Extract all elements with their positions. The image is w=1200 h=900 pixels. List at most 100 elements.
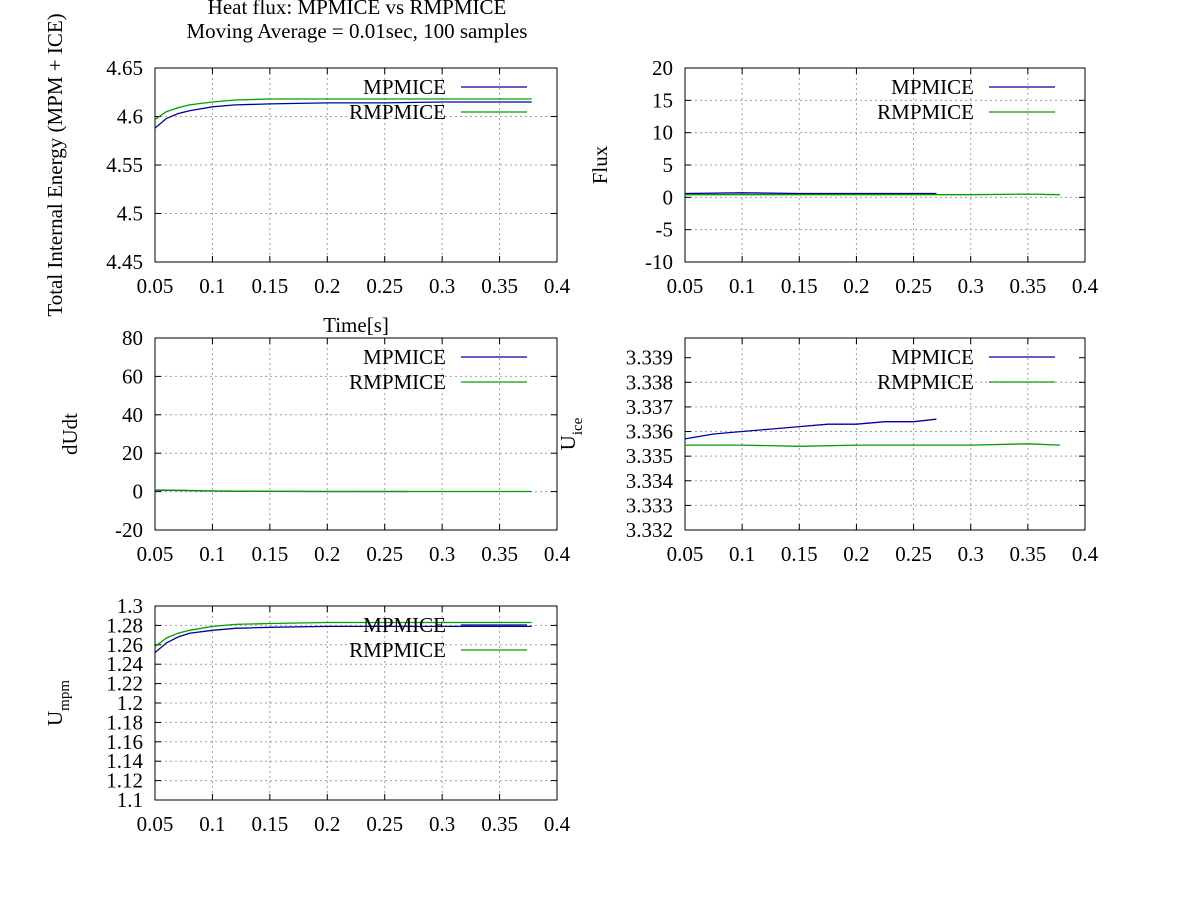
- y-tick-label: -20: [115, 518, 143, 542]
- y-tick-label: 0: [663, 185, 674, 209]
- y-tick-label: 60: [122, 364, 143, 388]
- x-tick-label: 0.15: [251, 812, 288, 836]
- series-line-rmpmice: [685, 443, 1060, 447]
- y-tick-label: 1.1: [117, 788, 143, 812]
- y-tick-label: 3.334: [626, 469, 674, 493]
- y-tick-label: 1.18: [106, 710, 143, 734]
- x-tick-label: 0.1: [199, 274, 225, 298]
- y-tick-label: 1.26: [106, 633, 143, 657]
- x-tick-label: 0.3: [958, 542, 984, 566]
- x-tick-label: 0.25: [366, 542, 403, 566]
- plot-frame: [154, 337, 558, 531]
- x-tick-label: 0.25: [366, 274, 403, 298]
- y-tick-label: 3.335: [626, 444, 673, 468]
- x-tick-label: 0.4: [1072, 542, 1099, 566]
- plot-frame: [684, 337, 1086, 531]
- x-tick-label: 0.05: [667, 274, 704, 298]
- y-tick-label: 3.338: [626, 370, 673, 394]
- chart-panel-3: 0.05 0.1 0.15 0.2 0.25 0.3 0.35 0.4 -20 0 20 40 60 80…: [58, 326, 571, 566]
- y-tick-label: -10: [645, 250, 673, 274]
- series-line-rmpmice: [685, 193, 1060, 196]
- y-tick-label: 80: [122, 326, 143, 350]
- series-line-mpmice: [154, 101, 532, 129]
- x-tick-label: 0.35: [481, 812, 518, 836]
- y-tick-label: 10: [652, 121, 673, 145]
- series-line-mpmice: [154, 625, 532, 654]
- x-tick-label: 0.1: [199, 812, 225, 836]
- x-tick-label: 0.15: [251, 542, 288, 566]
- series-line-mpmice: [684, 418, 937, 440]
- legend-label-mpmice: MPMICE: [363, 75, 446, 99]
- x-tick-label: 0.35: [481, 542, 518, 566]
- chart-panel-1: 0.05 0.1 0.15 0.2 0.25 0.3 0.35 0.4 4.45 4.5 4.55 4…: [43, 13, 571, 337]
- y-tick-label: 3.332: [626, 518, 673, 542]
- y-tick-label: 1.12: [106, 769, 143, 793]
- y-tick-label: 4.65: [106, 56, 143, 80]
- x-tick-label: 0.4: [544, 542, 571, 566]
- y-tick-label: -5: [656, 218, 674, 242]
- y-axis-label: Umpm: [43, 680, 73, 726]
- plot-frame: [154, 605, 558, 801]
- x-axis-label: Time[s]: [323, 313, 389, 337]
- y-tick-label: 20: [122, 441, 143, 465]
- y-tick-label: 1.16: [106, 730, 143, 754]
- x-tick-label: 0.25: [895, 542, 932, 566]
- x-tick-label: 0.05: [137, 274, 174, 298]
- plot-frame: [154, 67, 558, 263]
- x-tick-label: 0.1: [729, 542, 755, 566]
- y-tick-label: 20: [652, 56, 673, 80]
- y-tick-label: 40: [122, 403, 143, 427]
- series-line-mpmice: [684, 192, 937, 195]
- series-line-rmpmice: [154, 489, 532, 493]
- x-tick-label: 0.15: [781, 274, 818, 298]
- x-tick-label: 0.3: [429, 542, 455, 566]
- x-tick-label: 0.2: [314, 542, 340, 566]
- y-tick-label: 1.22: [106, 672, 143, 696]
- figure-title: Heat flux: MPMICE vs RMPMICE: [208, 0, 507, 19]
- x-tick-label: 0.4: [544, 812, 571, 836]
- y-tick-label: 4.6: [117, 105, 143, 129]
- x-tick-label: 0.3: [958, 274, 984, 298]
- y-axis-label: Total Internal Energy (MPM + ICE): [43, 13, 67, 316]
- x-tick-label: 0.1: [199, 542, 225, 566]
- legend-label-rmpmice: RMPMICE: [349, 100, 446, 124]
- chart-panel-5: 0.05 0.1 0.15 0.2 0.25 0.3 0.35 0.41.11.121.141…: [43, 594, 571, 836]
- y-tick-label: 4.55: [106, 153, 143, 177]
- x-tick-label: 0.3: [429, 274, 455, 298]
- plot-frame: [684, 67, 1086, 263]
- x-tick-label: 0.2: [843, 542, 869, 566]
- x-tick-label: 0.15: [251, 274, 288, 298]
- legend-label-mpmice: MPMICE: [891, 345, 974, 369]
- y-axis-label: Flux: [588, 145, 612, 184]
- y-tick-label: 1.3: [117, 594, 143, 618]
- chart-panel-4: 0.05 0.1 0.15 0.2 0.25 0.3 0.35 0.43.3323.3333.…: [556, 337, 1099, 566]
- y-tick-label: 5: [663, 153, 674, 177]
- series-line-rmpmice: [154, 98, 532, 120]
- y-tick-label: 1.28: [106, 613, 143, 637]
- x-tick-label: 0.2: [843, 274, 869, 298]
- y-tick-label: 3.337: [626, 395, 673, 419]
- y-axis-label: Uice: [556, 417, 586, 450]
- x-tick-label: 0.25: [895, 274, 932, 298]
- x-tick-label: 0.35: [1009, 274, 1046, 298]
- x-tick-label: 0.05: [667, 542, 704, 566]
- x-tick-label: 0.05: [137, 542, 174, 566]
- figure-subtitle: Moving Average = 0.01sec, 100 samples: [187, 19, 528, 43]
- y-tick-label: 0: [133, 480, 144, 504]
- x-tick-label: 0.4: [1072, 274, 1099, 298]
- x-tick-label: 0.3: [429, 812, 455, 836]
- x-tick-label: 0.2: [314, 274, 340, 298]
- y-tick-label: 3.339: [626, 346, 673, 370]
- legend-label-mpmice: MPMICE: [363, 613, 446, 637]
- y-tick-label: 1.24: [106, 652, 143, 676]
- y-axis-label: dUdt: [58, 413, 82, 455]
- x-tick-label: 0.05: [137, 812, 174, 836]
- y-tick-label: 3.333: [626, 493, 673, 517]
- y-tick-label: 1.2: [117, 691, 143, 715]
- y-tick-label: 4.45: [106, 250, 143, 274]
- y-tick-label: 3.336: [626, 420, 673, 444]
- legend-label-rmpmice: RMPMICE: [877, 100, 974, 124]
- legend-label-rmpmice: RMPMICE: [349, 370, 446, 394]
- x-tick-label: 0.35: [481, 274, 518, 298]
